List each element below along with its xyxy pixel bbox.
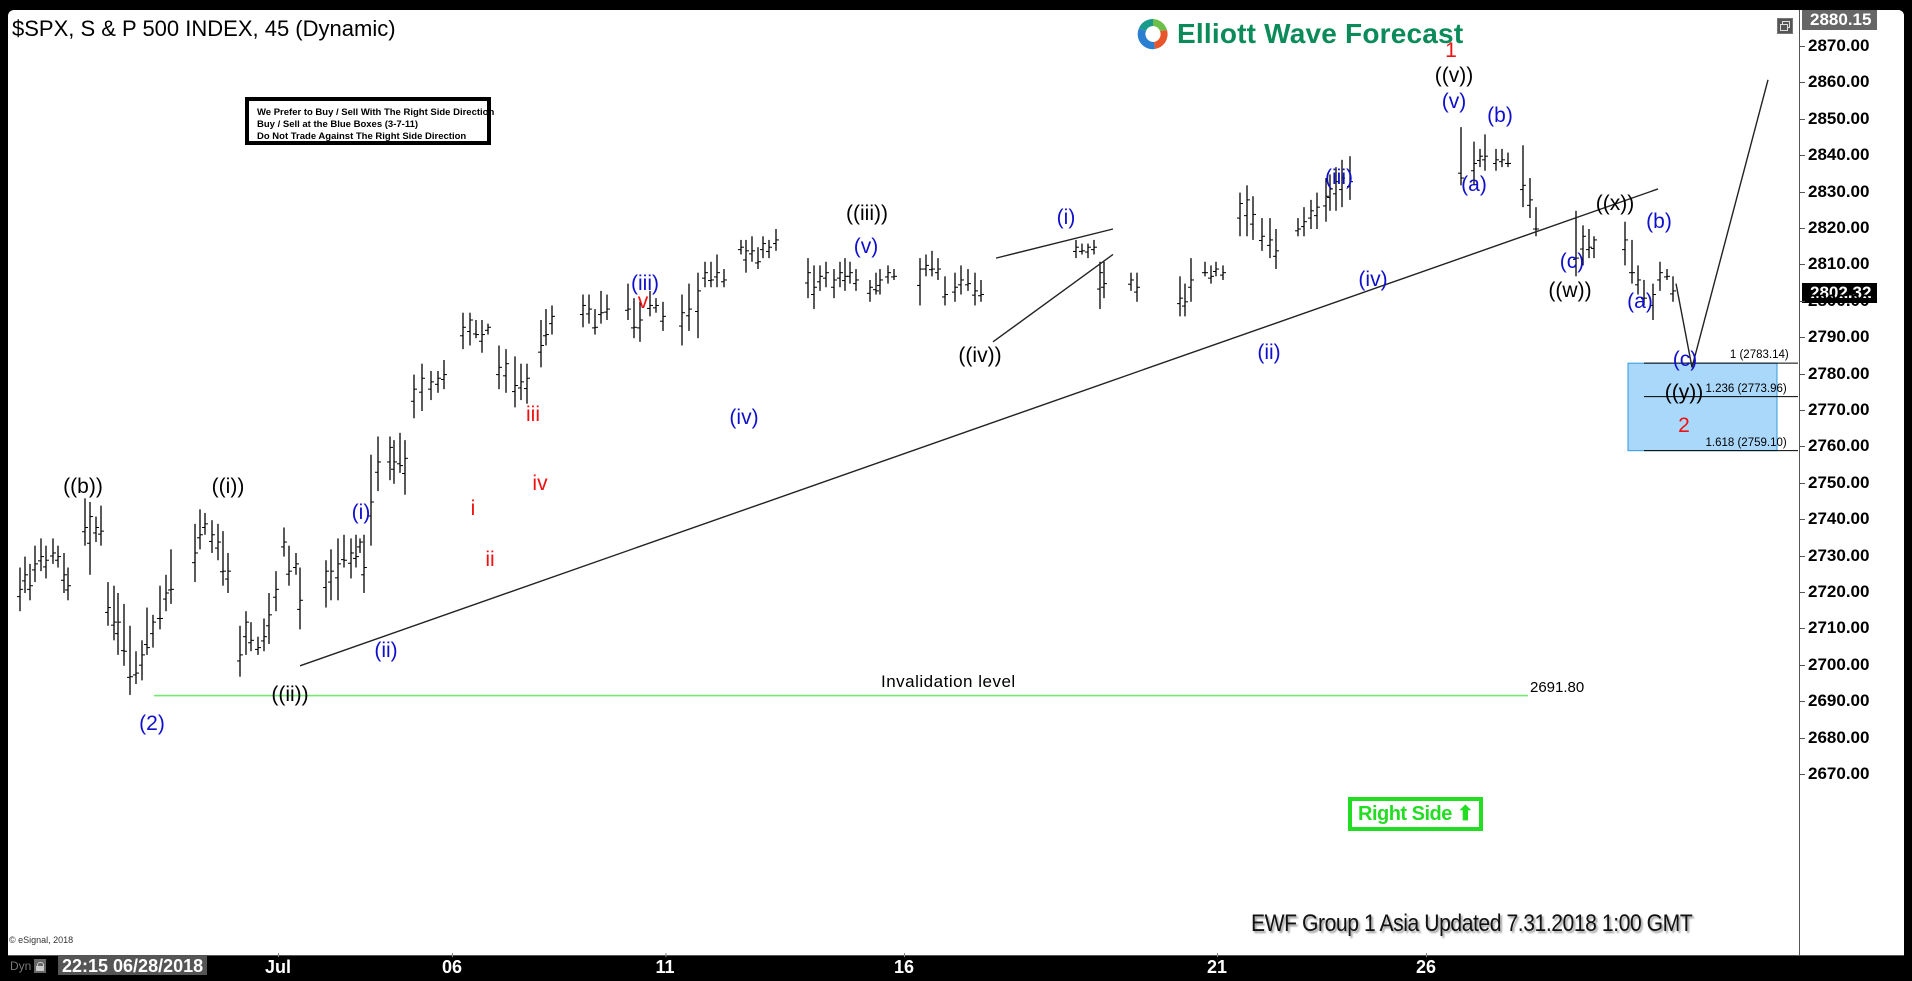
trendline [1691, 79, 1769, 368]
x-tick-label: 06 [442, 953, 462, 975]
wave-label: ((v)) [1434, 64, 1474, 88]
invalidation-label: Invalidation level [881, 671, 1016, 691]
lock-icon[interactable] [34, 959, 46, 973]
y-tick-label: 2720.00 [1800, 582, 1869, 602]
wave-label: (iv) [729, 406, 759, 430]
x-tick-label: 11 [655, 953, 675, 975]
y-tick-label: 2850.00 [1800, 109, 1869, 129]
wave-label: v [637, 289, 649, 313]
trendline [995, 228, 1114, 259]
y-tick-label: 2780.00 [1800, 364, 1869, 384]
y-tick-label: 2680.00 [1800, 728, 1869, 748]
y-tick-label: 2870.00 [1800, 36, 1869, 56]
trendline [992, 253, 1114, 343]
y-tick-label: 2770.00 [1800, 400, 1869, 420]
wave-label: (iii) [631, 271, 659, 295]
wave-label: (i) [351, 500, 371, 524]
wave-label: ((y)) [1664, 380, 1704, 404]
chart-window: $SPX, S & P 500 INDEX, 45 (Dynamic) We P… [8, 10, 1904, 975]
y-tick-label: 2690.00 [1800, 691, 1869, 711]
brand-name: Elliott Wave Forecast [1177, 18, 1464, 49]
chart-title: $SPX, S & P 500 INDEX, 45 (Dynamic) [12, 16, 396, 41]
wave-label: (ii) [374, 639, 398, 663]
y-tick-label: 2820.00 [1800, 218, 1869, 238]
time-axis[interactable]: Dyn 22:15 06/28/2018 Jul 06 11 16 21 26 [8, 953, 1904, 975]
wave-label: (i) [1056, 206, 1076, 230]
copyright: © eSignal, 2018 [9, 935, 74, 945]
right-side-label: Right Side [1358, 803, 1452, 825]
wave-label: i [470, 497, 476, 521]
ewf-logo-icon [1137, 18, 1168, 50]
price-chart[interactable] [8, 10, 1799, 955]
fib-level-label: 1.236 (2773.96) [1705, 382, 1787, 395]
arrow-up-icon: ⬆ [1451, 803, 1474, 825]
y-tick-label: 2710.00 [1800, 618, 1869, 638]
y-tick-label: 2860.00 [1800, 72, 1869, 92]
wave-label: ii [485, 548, 495, 572]
update-stamp: EWF Group 1 Asia Updated 7.31.2018 1:00 … [1251, 910, 1693, 937]
x-tick-label: 26 [1416, 953, 1436, 975]
wave-label: (b) [1646, 209, 1672, 233]
x-tick-label: Jul [265, 953, 291, 975]
y-tick-label: 2810.00 [1800, 254, 1869, 274]
wave-label: (iii) [1325, 166, 1353, 190]
wave-label: 2 [1678, 413, 1690, 437]
y-tick-label: 2830.00 [1800, 182, 1869, 202]
wave-label: (v) [853, 235, 879, 259]
blue-box-zone [1627, 362, 1778, 452]
trading-rules-box: We Prefer to Buy / Sell With The Right S… [245, 97, 495, 145]
wave-label: ((iii)) [846, 202, 888, 226]
y-tick-label: 2760.00 [1800, 436, 1869, 456]
fib-level-label: 1 (2783.14) [1729, 349, 1789, 362]
x-tick-label: 21 [1207, 953, 1227, 975]
right-side-badge: Right Side ⬆ [1348, 797, 1484, 831]
price-axis[interactable]: 2880.15 2802.32 2870.00 2860.00 2850.00 284… [1799, 10, 1904, 955]
y-tick-label: 2800.00 [1800, 291, 1869, 311]
wave-label: (c) [1672, 348, 1698, 372]
wave-label: iv [532, 471, 548, 495]
wave-label: (ii) [1257, 340, 1281, 364]
dyn-label: Dyn [10, 959, 32, 973]
wave-label: ((x)) [1595, 191, 1635, 215]
wave-label: 1 [1445, 38, 1457, 62]
high-price-flag: 2880.15 [1802, 10, 1878, 30]
wave-label: (2) [139, 712, 165, 736]
invalidation-value: 2691.80 [1530, 678, 1585, 696]
y-tick-label: 2750.00 [1800, 473, 1869, 493]
wave-label: iii [526, 402, 540, 426]
y-tick-label: 2730.00 [1800, 546, 1869, 566]
wave-label: (a) [1461, 173, 1487, 197]
wave-label: (iv) [1358, 267, 1388, 291]
y-tick-label: 2670.00 [1800, 764, 1869, 784]
fib-level-label: 1.618 (2759.10) [1705, 436, 1787, 449]
cursor-time: 22:15 06/28/2018 [58, 956, 208, 975]
rule-line: Do Not Trade Against The Right Side Dire… [257, 131, 467, 142]
rule-line: Buy / Sell at the Blue Boxes (3-7-11) [257, 119, 419, 130]
rule-line: We Prefer to Buy / Sell With The Right S… [257, 107, 495, 118]
trendline [299, 188, 1659, 667]
wave-label: (v) [1441, 89, 1467, 113]
wave-label: ((iv)) [958, 344, 1002, 368]
brand-logo: Elliott Wave Forecast [1135, 14, 1463, 54]
wave-label: (c) [1559, 249, 1585, 273]
trendline [1675, 283, 1693, 368]
y-tick-label: 2840.00 [1800, 145, 1869, 165]
y-tick-label: 2790.00 [1800, 327, 1869, 347]
wave-label: (a) [1627, 289, 1653, 313]
y-tick-label: 2740.00 [1800, 509, 1869, 529]
wave-label: ((b)) [63, 475, 103, 499]
wave-label: (b) [1487, 104, 1513, 128]
restore-window-icon[interactable] [1777, 18, 1793, 34]
wave-label: ((ii)) [271, 682, 309, 706]
x-tick-label: 16 [894, 953, 914, 975]
wave-label: ((i)) [211, 475, 245, 499]
wave-label: ((w)) [1548, 278, 1592, 302]
y-tick-label: 2700.00 [1800, 655, 1869, 675]
